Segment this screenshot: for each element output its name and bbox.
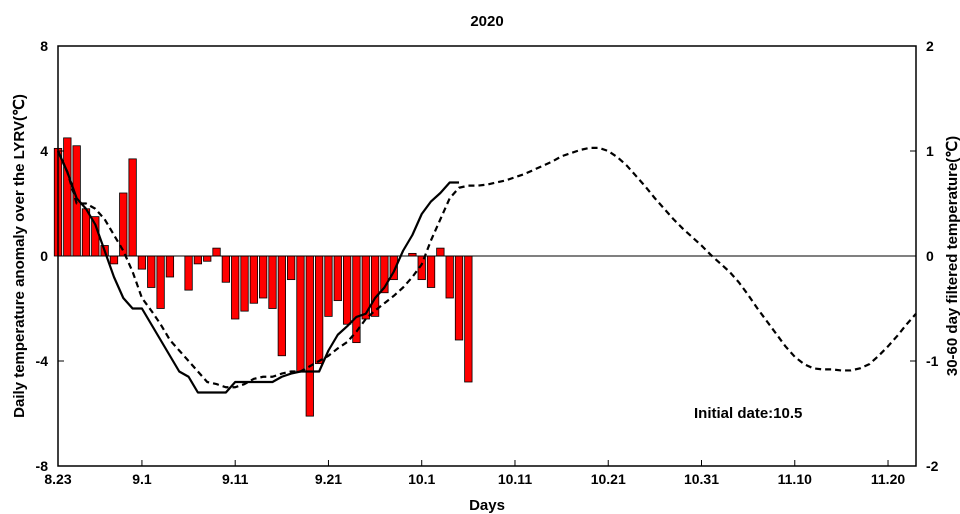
x-tick-label: 8.23 [44,471,71,487]
x-tick-label: 10.31 [684,471,719,487]
y-left-tick-label: 4 [40,143,48,159]
lines-layer [56,146,917,394]
x-tick-label: 10.1 [408,471,435,487]
y-right-axis-ticks: -2 -1 0 1 2 [910,38,939,474]
bar-0-21 [249,255,258,304]
bar-0-40 [426,255,436,288]
x-tick-label: 10.21 [591,471,626,487]
x-tick-label: 11.10 [778,471,812,487]
bar-0-9 [137,255,147,270]
x-axis-label: Days [469,497,505,514]
y-right-tick-label: 2 [926,38,934,54]
bar-0-27 [305,255,314,417]
x-tick-label: 9.21 [315,471,342,487]
bar-0-19 [231,255,240,320]
y-left-tick-label: 0 [40,248,48,264]
x-axis-ticks: 8.23 9.1 9.11 9.21 10.1 10.11 10.21 10.31 11.10 1… [44,460,905,487]
y-right-tick-label: -1 [926,353,939,369]
bar-1-2 [464,255,473,383]
chart-title: 2020 [470,13,503,30]
bar-0-6 [109,255,119,265]
y-left-axis-ticks: -8 -4 0 4 8 [36,38,64,474]
bar-0-25 [287,255,296,281]
bar-0-24 [277,255,286,357]
bar-0-23 [268,255,277,309]
bars-layer [53,137,473,417]
bar-0-8 [128,158,137,257]
y-right-axis-label: 30-60 day filtered temperature(℃) [944,136,960,376]
bar-0-11 [156,255,165,309]
bar-0-12 [165,255,175,278]
bar-0-20 [240,255,249,312]
bar-1-0 [445,255,454,299]
initial-date-annotation: Initial date:10.5 [694,405,802,422]
y-left-axis-label: Daily temperature anomaly over the LYRV(… [11,94,28,418]
dashed-line-series [56,146,917,389]
y-right-tick-label: 1 [926,143,934,159]
bar-0-31 [342,255,352,325]
bar-0-18 [221,255,230,283]
bar-0-29 [324,255,333,317]
bar-0-1 [63,137,72,257]
bar-0-30 [333,255,342,302]
x-tick-label: 9.11 [222,471,249,487]
bar-0-26 [296,255,305,372]
solid-line-series [56,150,460,394]
y-left-tick-label: 8 [40,38,48,54]
x-tick-label: 9.1 [132,471,152,487]
x-tick-label: 11.20 [871,471,905,487]
bar-0-41 [436,247,445,257]
bar-1-1 [454,255,464,341]
bar-0-10 [147,255,156,288]
bar-0-17 [212,247,221,257]
bar-0-28 [314,255,324,365]
y-right-tick-label: 0 [926,248,934,264]
bar-0-22 [259,255,268,299]
y-left-tick-label: -8 [36,458,49,474]
y-left-tick-label: -4 [36,353,49,369]
y-right-tick-label: -2 [926,458,939,474]
bar-0-14 [184,255,193,291]
x-tick-label: 10.11 [498,471,532,487]
bar-0-3 [81,208,91,257]
bar-0-15 [193,255,203,265]
bar-0-16 [203,255,212,262]
